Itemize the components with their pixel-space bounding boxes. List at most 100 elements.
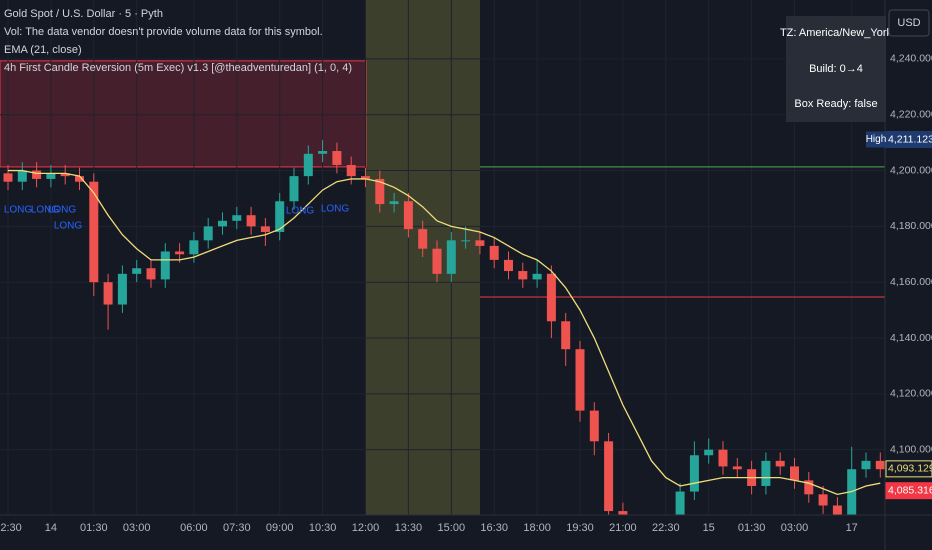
y-tick-label: 4,200.000 [890,164,932,176]
candle-body [432,248,442,274]
candle-body [318,151,328,154]
price-label-name-box [866,131,886,148]
price-label-name: High [866,134,887,145]
candle-body [361,176,370,179]
candle-body [489,245,499,260]
candle-body [389,201,399,205]
x-tick-label: 14 [45,522,57,534]
x-tick-label: 22:30 [0,522,22,534]
x-tick-label: 12:00 [352,522,380,534]
candle-body [518,271,528,280]
candle-body [847,469,857,515]
strategy-name: 4h First Candle Reversion (5m Exec) v1.3… [4,62,352,74]
currency-button[interactable] [888,9,930,37]
x-tick-label: 13:30 [395,522,423,534]
candle-body [189,240,199,255]
candle-body [504,259,513,272]
candle-body [446,240,456,274]
candle-body [146,268,156,280]
subtitle: Vol: The data vendor doesn't provide vol… [4,26,323,38]
y-tick-label: 4,220.000 [890,109,932,121]
candle-body [475,240,485,246]
x-tick-label: 15 [703,522,715,534]
candle-body [132,268,142,274]
info-panel [786,16,886,122]
candle-body [732,466,742,470]
candle-body [32,170,42,179]
y-tick-label: 4,160.000 [890,276,932,288]
candle-body [675,491,685,515]
candle-body [275,201,285,232]
candle-body [761,460,771,486]
candle-body [375,178,385,205]
candle-body [203,226,213,241]
x-tick-label: 06:00 [180,522,208,534]
range-box [0,60,367,168]
price-label: 4,093.129 [888,463,932,475]
candle-body [775,460,785,467]
candle-body [303,153,313,177]
candle-body [875,460,885,470]
candle-body [804,480,814,495]
candle-body [3,173,13,182]
candle-body [89,181,99,283]
x-tick-label: 16:30 [480,522,508,534]
candle-body [17,170,27,182]
candle-body [46,173,56,179]
chart-title: Gold Spot / U.S. Dollar · 5 · Pyth [4,8,163,20]
candle-body [160,251,170,280]
candle-body [561,321,571,350]
x-tick-label: 21:00 [609,522,637,534]
candle-body [218,220,227,227]
x-tick-label: 07:30 [223,522,251,534]
x-tick-label: 22:30 [652,522,680,534]
candle-body [604,441,614,512]
candle-body [618,511,628,515]
candle-body [289,176,299,202]
candle-body [589,410,599,442]
candle-body [260,226,270,232]
signal-label: LONG [286,206,315,217]
candle-body [60,173,70,177]
candle-body [246,215,256,227]
y-tick-label: 4,240.000 [890,53,932,65]
candle-body [461,240,471,242]
candle-body [403,201,413,230]
candle-body [818,494,828,506]
candle-body [332,151,342,165]
signal-label: LONG [4,205,33,216]
candle-body [704,449,714,456]
info-text: Box Ready: false [794,98,877,110]
candle-body [861,460,871,470]
candle-body [532,273,542,280]
price-label-box [885,482,932,500]
x-tick-label: 01:30 [738,522,766,534]
candle-body [346,164,356,177]
signal-label: LONG [31,205,60,216]
currency[interactable]: USD [897,17,920,29]
candle-body [418,229,428,249]
candle-body [232,215,242,221]
x-tick-label: 09:00 [266,522,294,534]
candle-body [790,466,799,481]
x-tick-label: 03:00 [781,522,809,534]
price-label: 4,211.123 [888,133,932,145]
x-tick-label: 10:30 [309,522,337,534]
y-tick-label: 4,100.000 [890,443,932,455]
price-label-box [885,460,932,478]
candle-body [103,282,113,305]
candle-body [546,273,556,322]
info-text: Build: 0→4 [809,63,863,75]
y-tick-label: 4,140.000 [890,332,932,344]
legend-entry: EMA (21, close) [4,44,82,56]
candle-body [832,505,842,515]
x-tick-label: 15:00 [438,522,466,534]
y-tick-label: 4,180.000 [890,220,932,232]
signal-label: LONG [54,221,83,232]
signal-label: LONG [321,204,350,215]
x-tick-label: 18:00 [523,522,551,534]
x-tick-label: 03:00 [123,522,151,534]
